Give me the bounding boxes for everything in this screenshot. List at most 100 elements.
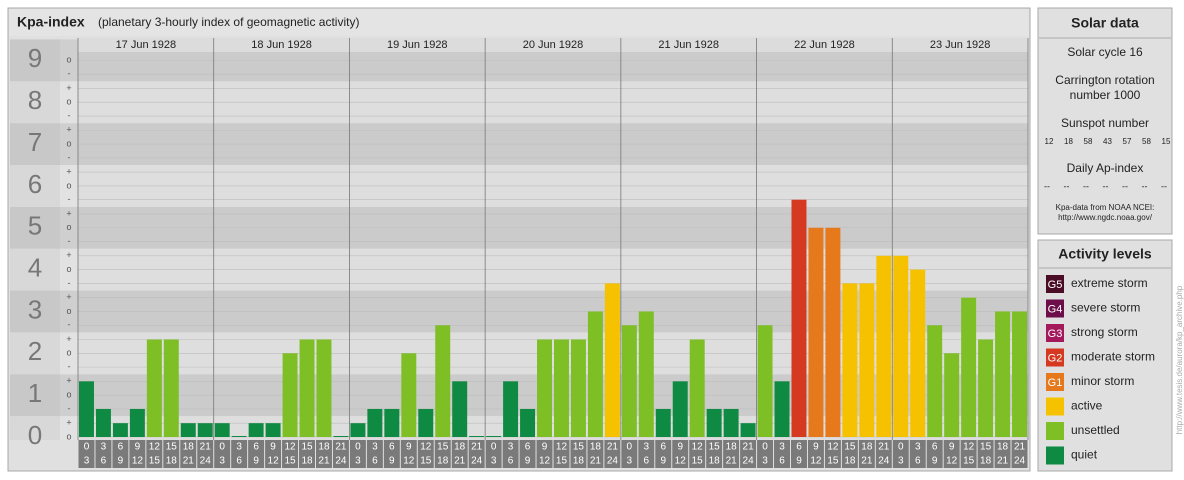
slot-box <box>706 440 723 468</box>
date-header <box>892 38 1028 52</box>
x-tick-label: 9 <box>270 442 276 453</box>
legend-label: unsettled <box>1071 423 1120 437</box>
label-band <box>60 81 78 124</box>
minor-tick-label: o <box>66 55 71 65</box>
x-tick-label: 21 <box>335 442 347 453</box>
bar <box>537 339 552 437</box>
bar <box>621 325 637 437</box>
y-tick-label: 2 <box>28 336 42 366</box>
date-label: 21 Jun 1928 <box>658 39 719 51</box>
x-tick-label: 0 <box>219 442 225 453</box>
x-tick-label: 3 <box>236 442 242 453</box>
date-header <box>213 38 350 52</box>
slot-box <box>299 440 315 468</box>
slot-box <box>180 440 197 468</box>
legend-label: active <box>1071 399 1103 413</box>
x-tick-label: 9 <box>525 456 531 467</box>
slot-box <box>468 440 485 468</box>
x-tick-label: 18 <box>709 456 721 467</box>
solar-panel <box>1037 7 1173 235</box>
slot-box <box>723 440 740 468</box>
bar <box>672 381 688 437</box>
slot-box <box>146 440 163 468</box>
legend-swatch <box>1046 373 1064 391</box>
label-band <box>10 39 60 82</box>
x-tick-label: 12 <box>284 442 296 453</box>
legend-label: moderate storm <box>1071 350 1155 364</box>
slot-box <box>570 440 587 468</box>
y-tick-label: 1 <box>28 378 42 408</box>
slot-box <box>332 440 349 468</box>
x-tick-label: 21 <box>1014 442 1026 453</box>
label-band <box>60 290 78 333</box>
x-tick-label: 24 <box>471 456 483 467</box>
slot-box <box>197 440 214 468</box>
label-band <box>10 123 60 165</box>
legend-swatch <box>1046 299 1064 318</box>
minor-tick-label: - <box>68 361 71 371</box>
date-header <box>349 38 486 52</box>
x-tick-label: 6 <box>644 456 650 467</box>
source-url: http://www.ngdc.noaa.gov/ <box>1058 213 1153 222</box>
x-tick-label: 9 <box>389 456 395 467</box>
x-tick-label: 18 <box>573 456 585 467</box>
y-tick-label: 9 <box>28 43 42 73</box>
slot-box <box>824 440 841 468</box>
bar <box>214 423 230 437</box>
x-tick-label: 15 <box>437 442 449 453</box>
x-tick-label: 0 <box>355 442 361 453</box>
x-tick-label: 18 <box>726 442 738 453</box>
minor-tick-label: - <box>68 110 71 120</box>
bar <box>265 423 281 437</box>
x-tick-label: 24 <box>878 456 890 467</box>
slot-box <box>519 440 536 468</box>
minor-tick-label: + <box>66 208 71 218</box>
x-tick-label: 18 <box>844 456 856 467</box>
x-tick-label: 21 <box>743 442 755 453</box>
minor-tick-label: o <box>66 138 71 148</box>
ap-title: Daily Ap-index <box>1067 161 1144 175</box>
legend-label: extreme storm <box>1071 276 1148 290</box>
bar <box>740 423 756 437</box>
bar <box>995 311 1011 437</box>
x-tick-label: 6 <box>796 442 802 453</box>
date-label: 23 Jun 1928 <box>930 39 991 51</box>
x-tick-label: 15 <box>827 456 839 467</box>
x-tick-label: 12 <box>556 442 568 453</box>
bar <box>757 325 773 437</box>
bar <box>333 436 349 437</box>
x-tick-label: 3 <box>915 442 921 453</box>
label-band <box>60 39 78 82</box>
slot-box <box>791 440 807 468</box>
slot-box <box>265 440 282 468</box>
date-header <box>756 38 893 52</box>
legend-swatch <box>1046 348 1064 367</box>
sunspot-number: 57 <box>1123 137 1132 146</box>
sunspot-number: 43 <box>1103 137 1112 146</box>
x-tick-label: 9 <box>949 442 955 453</box>
date-label: 19 Jun 1928 <box>387 39 448 51</box>
x-tick-label: 6 <box>101 456 107 467</box>
legend-code: G3 <box>1048 328 1063 340</box>
x-tick-label: 12 <box>675 456 687 467</box>
x-tick-label: 6 <box>372 456 378 467</box>
label-band <box>10 374 60 417</box>
legend-label: quiet <box>1071 448 1098 462</box>
x-tick-label: 21 <box>183 456 195 467</box>
x-tick-label: 24 <box>335 456 347 467</box>
x-tick-label: 18 <box>980 456 992 467</box>
x-tick-label: 9 <box>813 442 819 453</box>
bar <box>299 339 315 437</box>
bar <box>231 436 247 437</box>
x-tick-label: 3 <box>627 456 633 467</box>
legend-swatch <box>1046 422 1064 440</box>
label-band <box>60 248 78 291</box>
slot-box <box>78 440 95 468</box>
x-tick-label: 9 <box>118 456 124 467</box>
minor-tick-label: + <box>66 250 71 260</box>
ap-value: -- <box>1142 181 1148 191</box>
x-tick-label: 6 <box>660 442 666 453</box>
x-tick-label: 18 <box>861 442 873 453</box>
bar <box>435 325 451 437</box>
x-tick-label: 9 <box>253 456 259 467</box>
